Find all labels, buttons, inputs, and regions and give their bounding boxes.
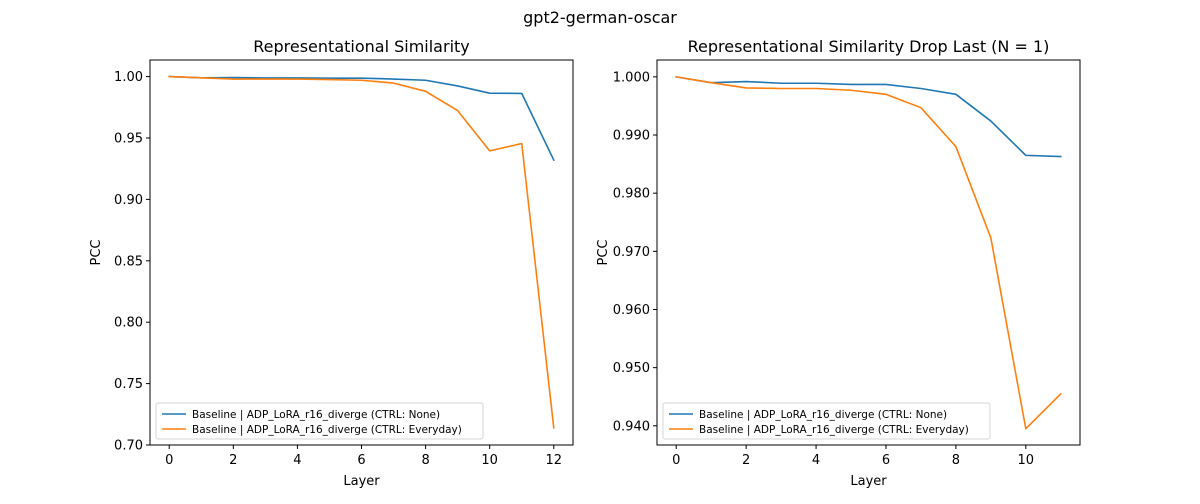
chart-title: Representational Similarity Drop Last (N… <box>688 37 1050 56</box>
y-tick-label: 0.75 <box>114 377 143 392</box>
legend-entry: Baseline | ADP_LoRA_r16_diverge (CTRL: E… <box>192 424 462 436</box>
x-axis-label: Layer <box>343 474 380 489</box>
y-axis-label: PCC <box>89 240 104 266</box>
y-axis-label: PCC <box>596 240 611 266</box>
legend-entry: Baseline | ADP_LoRA_r16_diverge (CTRL: N… <box>699 409 947 421</box>
series-line-ctrl-none <box>675 75 1062 158</box>
legend-entry: Baseline | ADP_LoRA_r16_diverge (CTRL: E… <box>699 424 969 436</box>
chart-representational-similarity-drop-last: Representational Similarity Drop Last (N… <box>596 37 1081 489</box>
y-tick-label: 0.970 <box>613 245 650 260</box>
chart-representational-similarity: Representational Similarity 0 2 4 6 8 10 12 0.70… <box>89 37 574 489</box>
y-tick-label: 0.80 <box>114 316 143 331</box>
y-tick-label: 0.70 <box>114 439 143 454</box>
plot-area-frame <box>149 59 574 446</box>
y-tick-label: 0.950 <box>613 361 650 376</box>
legend: Baseline | ADP_LoRA_r16_diverge (CTRL: N… <box>662 402 991 440</box>
x-tick-label: 6 <box>357 453 365 468</box>
legend-box <box>662 402 991 440</box>
x-tick-label: 8 <box>421 453 429 468</box>
legend: Baseline | ADP_LoRA_r16_diverge (CTRL: N… <box>155 402 484 440</box>
x-tick-label: 2 <box>229 453 237 468</box>
legend-box <box>155 402 484 440</box>
y-tick-label: 0.90 <box>114 193 143 208</box>
legend-entry: Baseline | ADP_LoRA_r16_diverge (CTRL: N… <box>192 409 440 421</box>
series-line-ctrl-everyday <box>675 75 1062 430</box>
y-tick-label: 0.95 <box>114 131 143 146</box>
x-tick-label: 4 <box>293 453 301 468</box>
x-tick-label: 0 <box>165 453 173 468</box>
x-tick-label: 2 <box>742 453 750 468</box>
y-tick-label: 1.000 <box>613 70 650 85</box>
plot-area-frame <box>656 59 1081 446</box>
x-tick-label: 10 <box>1018 453 1035 468</box>
y-tick-label: 0.85 <box>114 254 143 269</box>
y-tick-label: 0.960 <box>613 303 650 318</box>
y-tick-label: 0.940 <box>613 419 650 434</box>
y-tick-label: 1.00 <box>114 70 143 85</box>
x-axis-label: Layer <box>850 474 887 489</box>
x-tick-label: 8 <box>952 453 960 468</box>
figure-suptitle: gpt2-german-oscar <box>523 8 677 27</box>
y-tick-label: 0.980 <box>613 187 650 202</box>
x-tick-label: 10 <box>481 453 498 468</box>
series-lines <box>675 75 1062 430</box>
y-tick-label: 0.990 <box>613 129 650 144</box>
series-line-ctrl-none <box>168 75 555 162</box>
x-tick-label: 6 <box>882 453 890 468</box>
x-tick-label: 12 <box>545 453 562 468</box>
series-line-ctrl-everyday <box>168 75 555 429</box>
x-tick-label: 0 <box>672 453 680 468</box>
chart-title: Representational Similarity <box>253 37 470 56</box>
x-tick-label: 4 <box>812 453 820 468</box>
series-lines <box>168 75 555 429</box>
